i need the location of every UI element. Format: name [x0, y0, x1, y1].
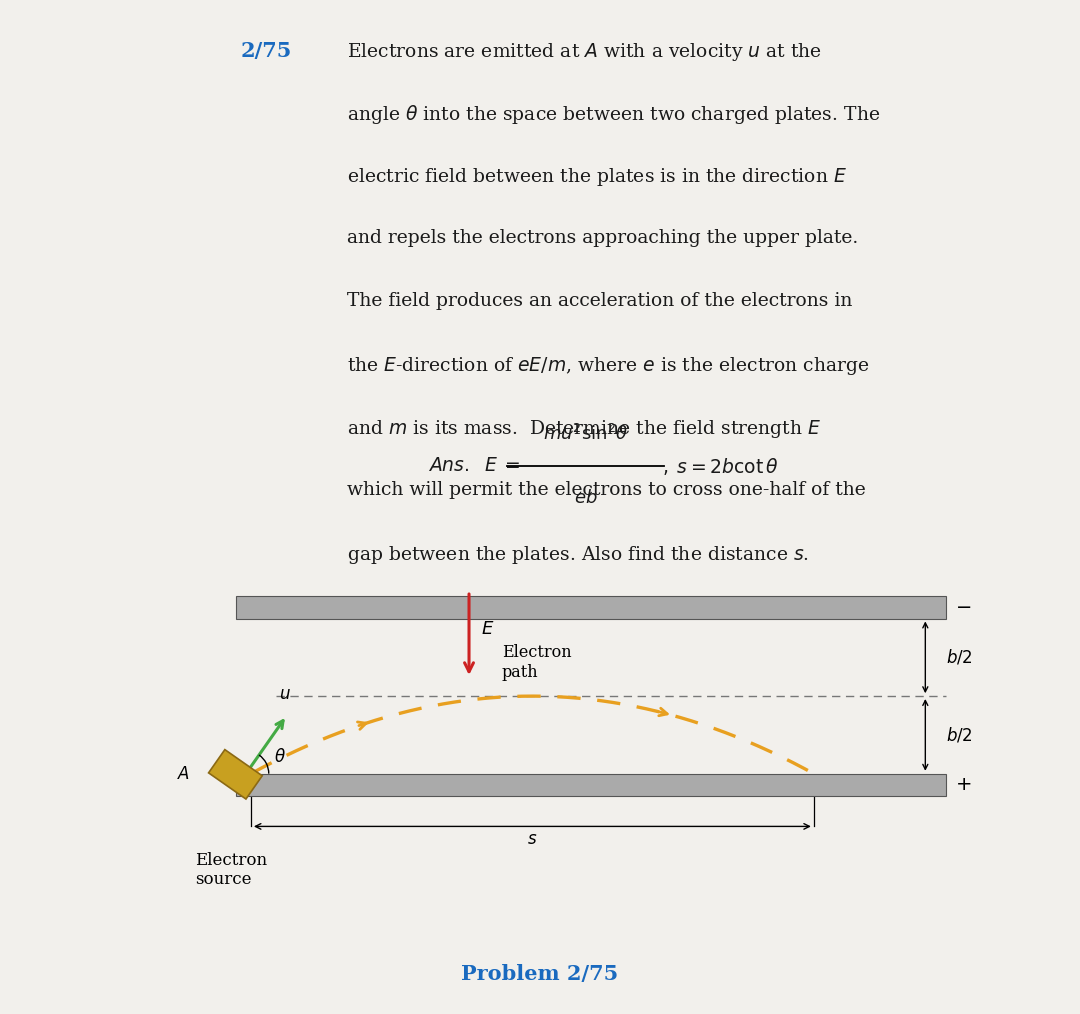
Text: $A$: $A$ — [177, 767, 190, 783]
Text: the $E$-direction of $eE/m$, where $e$ is the electron charge: the $E$-direction of $eE/m$, where $e$ i… — [348, 355, 870, 377]
Text: $b/2$: $b/2$ — [946, 725, 972, 744]
Text: gap between the plates. Also find the distance $s$.: gap between the plates. Also find the di… — [348, 544, 809, 566]
Text: $E\;=$: $E\;=$ — [484, 457, 521, 476]
Text: which will permit the electrons to cross one-half of the: which will permit the electrons to cross… — [348, 481, 866, 499]
Text: and $m$ is its mass.  Determine the field strength $E$: and $m$ is its mass. Determine the field… — [348, 418, 822, 440]
Text: Electron
path: Electron path — [502, 644, 571, 681]
Text: $Ans.$: $Ans.$ — [429, 457, 470, 476]
Text: $,\;s = 2b\cot\theta$: $,\;s = 2b\cot\theta$ — [662, 456, 779, 477]
Text: $s$: $s$ — [527, 831, 538, 849]
Text: The field produces an acceleration of the electrons in: The field produces an acceleration of th… — [348, 292, 853, 310]
Text: $\theta$: $\theta$ — [274, 747, 286, 766]
Text: $u$: $u$ — [279, 686, 291, 704]
Text: +: + — [956, 776, 972, 794]
Text: $b/2$: $b/2$ — [946, 648, 972, 667]
Bar — [235, 596, 946, 619]
Text: Electron
source: Electron source — [195, 852, 268, 888]
Text: and repels the electrons approaching the upper plate.: and repels the electrons approaching the… — [348, 229, 859, 247]
Text: $E$: $E$ — [482, 621, 495, 639]
Text: $eb$: $eb$ — [573, 489, 597, 507]
Text: −: − — [956, 598, 972, 617]
Text: 2/75: 2/75 — [241, 41, 293, 61]
Bar — [208, 749, 262, 799]
Text: electric field between the plates is in the direction $E$: electric field between the plates is in … — [348, 166, 848, 189]
Text: Problem 2/75: Problem 2/75 — [461, 963, 619, 984]
Text: $mu^{2}\sin^{2}\!\theta$: $mu^{2}\sin^{2}\!\theta$ — [543, 424, 629, 444]
Bar — [235, 774, 946, 796]
Text: angle $\theta$ into the space between two charged plates. The: angle $\theta$ into the space between tw… — [348, 103, 880, 127]
Text: Electrons are emitted at $A$ with a velocity $u$ at the: Electrons are emitted at $A$ with a velo… — [348, 41, 822, 63]
